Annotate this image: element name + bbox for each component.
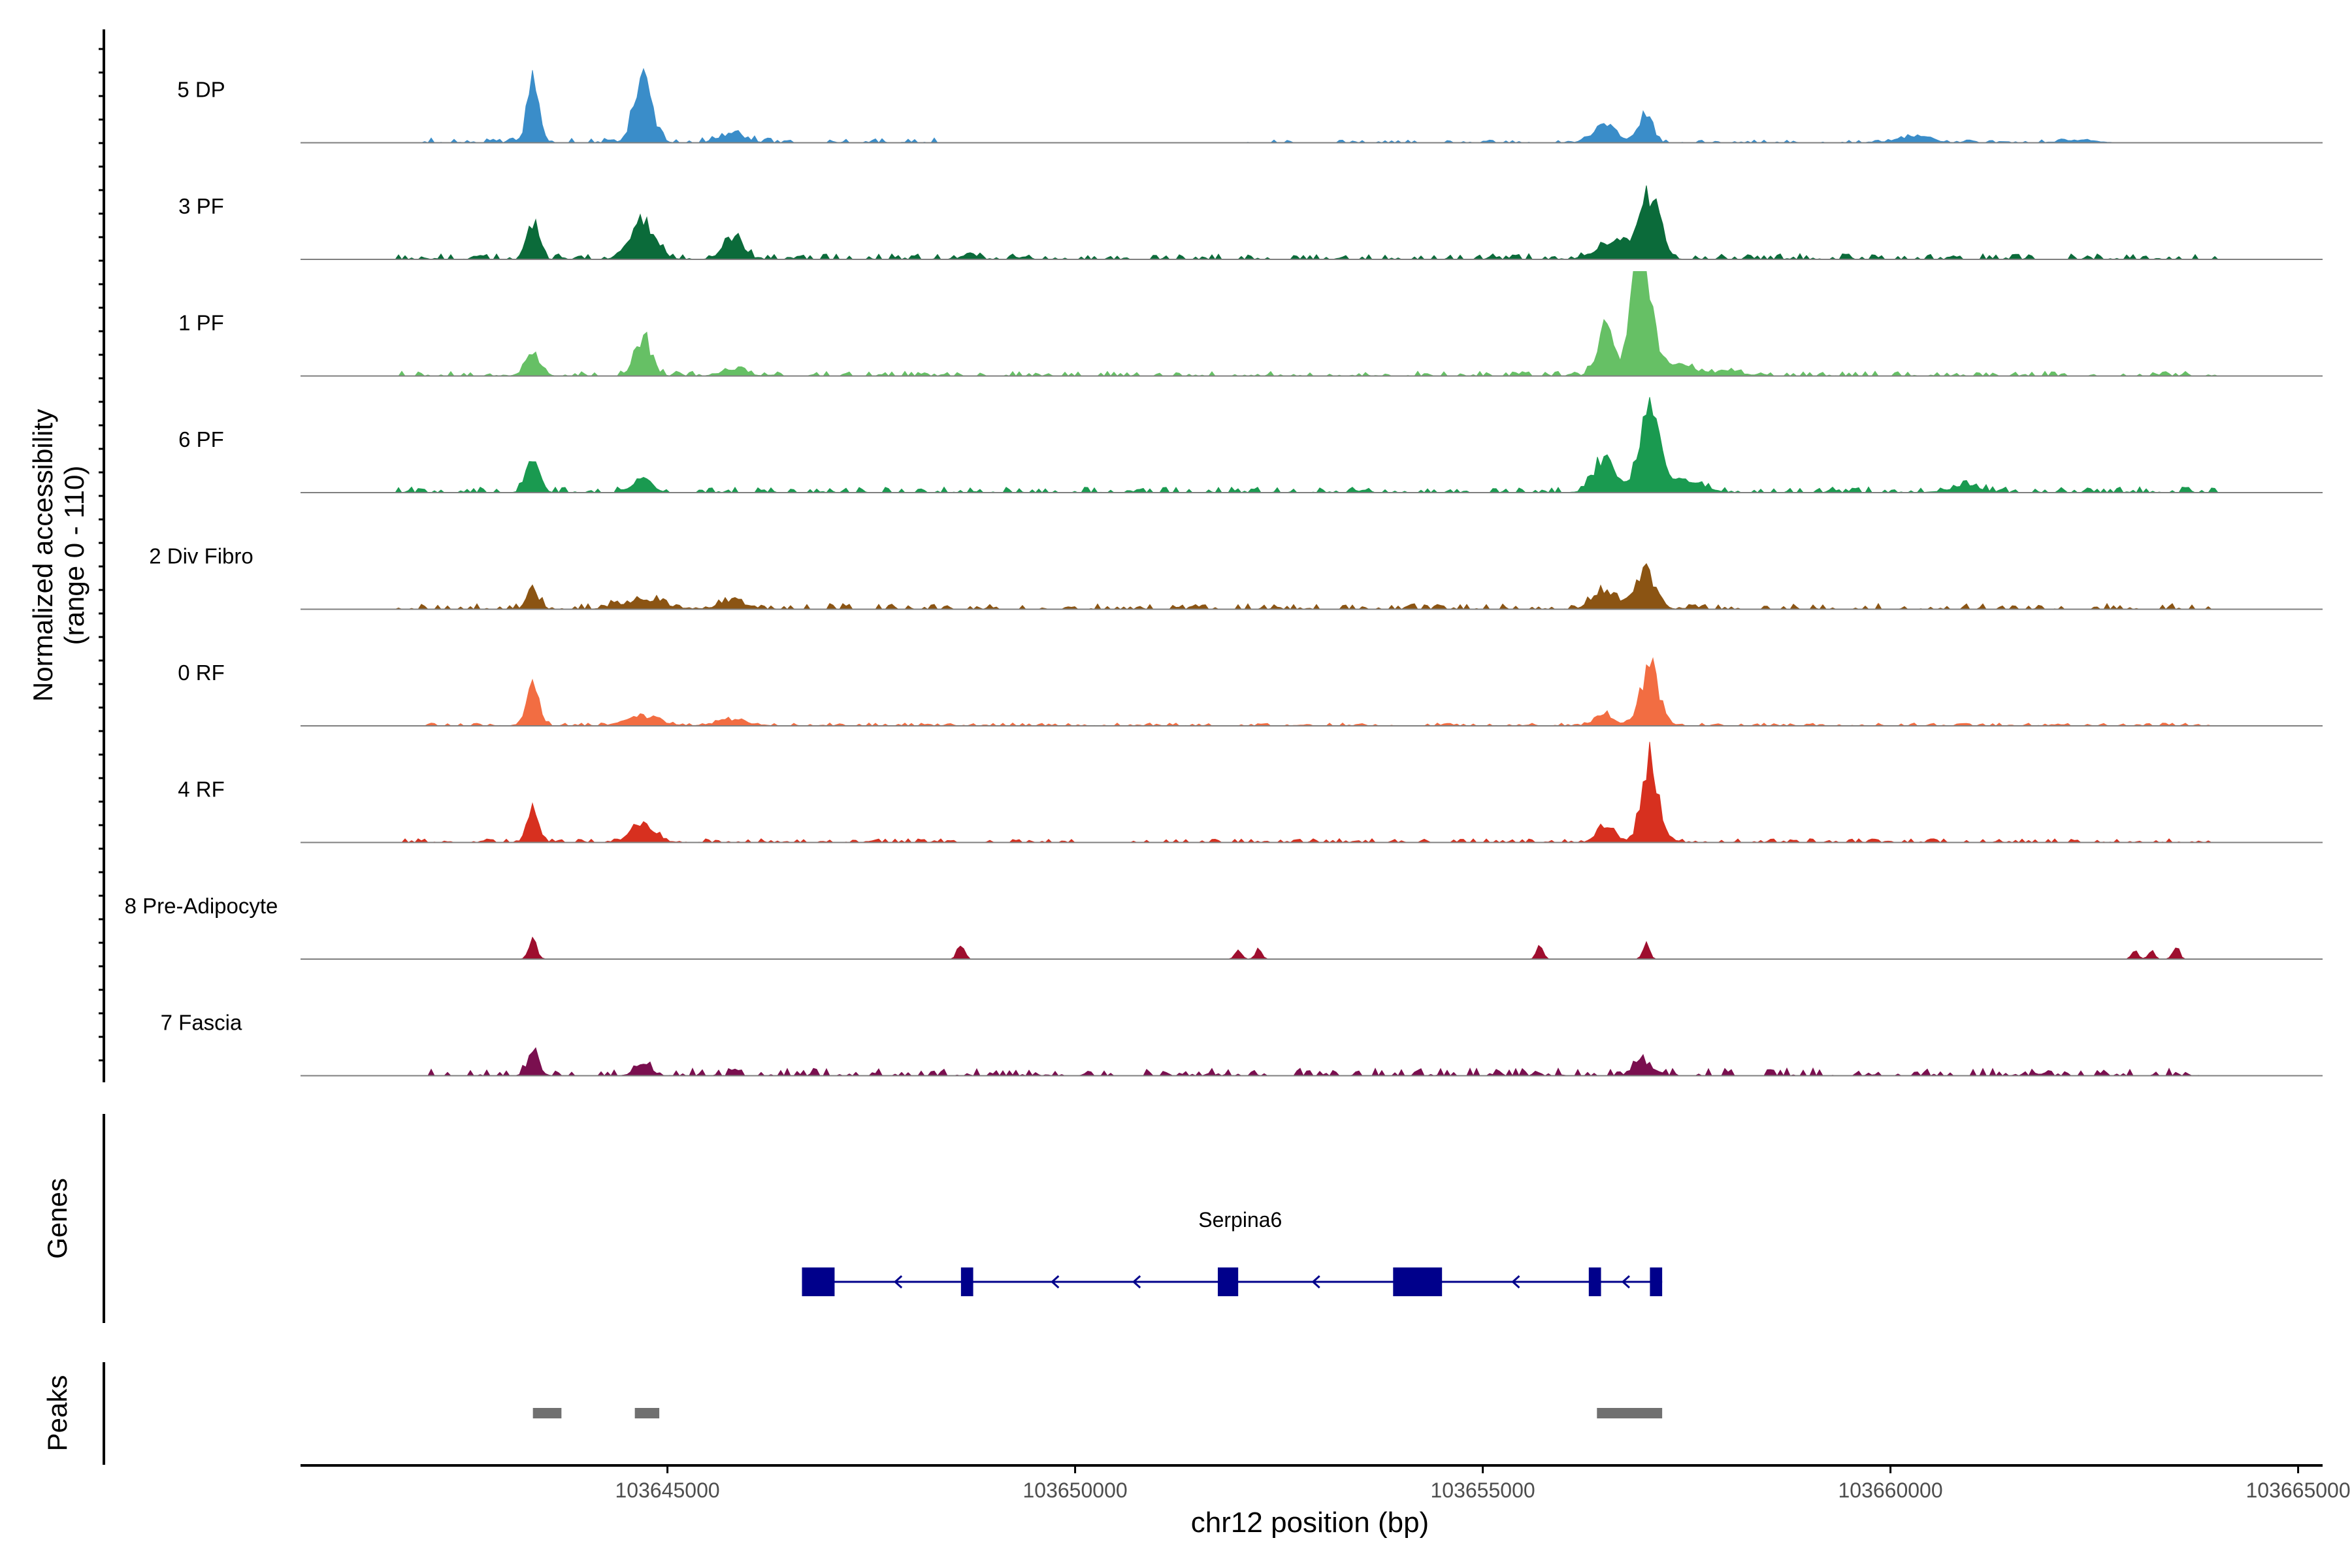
strand-arrow [1132,1275,1141,1289]
track-signal [301,271,2323,377]
peak-region [532,1408,562,1418]
track-7-fascia: 7 Fascia [161,1011,2323,1077]
peaks-track-label: Peaks [42,1375,73,1452]
gene-exon [1393,1267,1443,1296]
track-label: 4 RF [178,777,225,802]
gene-exon [1650,1267,1663,1296]
coverage-y-axis [99,29,105,1083]
gene-name-label: Serpina6 [1198,1208,1282,1232]
track-label: 0 RF [178,661,225,685]
peak-region [1597,1408,1663,1418]
track-label: 1 PF [178,311,224,335]
coverage-tracks: 5 DP 3 PF 1 PF 6 PF 2 Div Fibro 0 RF 4 RF 8 Pre… [125,67,2323,1077]
track-signal [301,67,2323,144]
strand-arrow [893,1275,903,1289]
x-tick-label: 103660000 [1838,1478,1942,1502]
track-signal [301,1047,2323,1077]
track-5-dp: 5 DP [177,67,2323,144]
track-label: 8 Pre-Adipocyte [125,894,278,918]
track-signal [301,563,2323,610]
y-axis-label-range: (range 0 - 110) [59,466,90,645]
track-signal [301,936,2323,960]
strand-arrow [1511,1275,1520,1289]
genes-track-label: Genes [42,1178,73,1259]
x-tick-label: 103650000 [1022,1478,1127,1502]
strand-arrow [1621,1275,1630,1289]
x-axis-label: chr12 position (bp) [1191,1507,1429,1539]
gene-track: Serpina6 [802,1208,1663,1296]
track-label: 5 DP [177,78,225,102]
track-label: 7 Fascia [161,1011,242,1035]
track-2-div-fibro: 2 Div Fibro [149,544,2323,610]
track-3-pf: 3 PF [178,185,2323,260]
track-6-pf: 6 PF [178,397,2323,493]
y-axis-label: Normalized accessibility [27,409,58,702]
x-tick-label: 103655000 [1430,1478,1535,1502]
x-tick-label: 103665000 [2246,1478,2350,1502]
gene-exon [960,1267,973,1296]
x-axis: 103645000 103650000 103655000 103660000 1036… [301,1464,2351,1502]
strand-arrow [1051,1275,1060,1289]
gene-exon [802,1267,835,1296]
track-label: 6 PF [178,427,224,451]
track-signal [301,185,2323,260]
track-signal [301,657,2323,727]
track-signal [301,742,2323,843]
track-0-rf: 0 RF [178,657,2323,727]
track-4-rf: 4 RF [178,742,2323,843]
gene-exon [1217,1267,1239,1296]
track-8-pre-adipocyte: 8 Pre-Adipocyte [125,894,2323,960]
x-tick-label: 103645000 [615,1478,720,1502]
peak-region [634,1408,660,1418]
track-label: 3 PF [178,194,224,218]
track-1-pf: 1 PF [178,271,2323,377]
peaks-track [532,1408,1663,1418]
strand-arrow [1311,1275,1320,1289]
track-signal [301,397,2323,493]
track-label: 2 Div Fibro [149,544,253,568]
gene-exon [1588,1267,1601,1296]
